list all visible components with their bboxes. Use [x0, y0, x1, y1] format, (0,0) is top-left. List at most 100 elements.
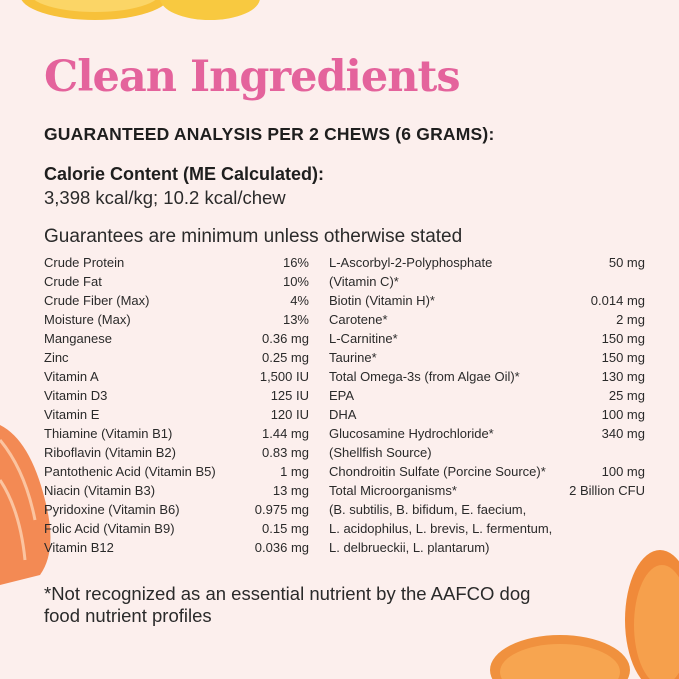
nutrient-value: 1,500 IU [259, 369, 309, 384]
nutrient-value: 0.83 mg [262, 445, 309, 460]
nutrient-name: DHA [329, 407, 357, 422]
nutrient-name: Niacin (Vitamin B3) [44, 483, 156, 498]
nutrient-name: Manganese [44, 331, 112, 346]
nutrient-value: 125 IU [270, 388, 309, 403]
nutrient-value: 100 mg [601, 464, 645, 479]
nutrient-row: Zinc 0.25 mg [44, 348, 309, 367]
lemon-slice-image [21, 0, 260, 20]
nutrient-row: Crude Fat 10% [44, 272, 309, 291]
analysis-heading: GUARANTEED ANALYSIS PER 2 CHEWS (6 GRAMS… [44, 124, 495, 144]
nutrient-name: Folic Acid (Vitamin B9) [44, 521, 175, 536]
nutrient-value: 16% [282, 255, 309, 270]
nutrient-value: 0.15 mg [262, 521, 309, 536]
nutrient-name: Crude Fat [44, 274, 102, 289]
nutrient-value: 150 mg [601, 331, 645, 346]
nutrient-name: Vitamin A [44, 369, 99, 384]
nutrient-value: 2 mg [616, 312, 645, 327]
nutrient-name: Pantothenic Acid (Vitamin B5) [44, 464, 216, 479]
nutrient-value: 25 mg [608, 388, 645, 403]
nutrient-row: Niacin (Vitamin B3) 13 mg [44, 481, 309, 500]
nutrient-name: Crude Fiber (Max) [44, 293, 150, 308]
nutrient-list-left: Crude Protein 16% Crude Fat 10% Crude Fiber … [44, 253, 309, 557]
nutrient-name: Thiamine (Vitamin B1) [44, 426, 173, 441]
nutrient-name: Glucosamine Hydrochloride* [329, 426, 494, 441]
nutrient-row: (Vitamin C)* [329, 272, 645, 291]
nutrient-row: Pyridoxine (Vitamin B6) 0.975 mg [44, 500, 309, 519]
nutrient-value: 150 mg [601, 350, 645, 365]
nutrient-row: Folic Acid (Vitamin B9) 0.15 mg [44, 519, 309, 538]
nutrient-row: Moisture (Max) 13% [44, 310, 309, 329]
nutrient-name: EPA [329, 388, 355, 403]
nutrient-value: 4% [290, 293, 309, 308]
nutrient-name: L-Carnitine* [329, 331, 398, 346]
nutrient-name: L-Ascorbyl-2-Polyphosphate [329, 255, 493, 270]
nutrient-name: Biotin (Vitamin H)* [329, 293, 435, 308]
page-title: Clean Ingredients [44, 52, 461, 102]
nutrient-name: Pyridoxine (Vitamin B6) [44, 502, 180, 517]
nutrient-row: L-Carnitine* 150 mg [329, 329, 645, 348]
nutrient-value: 1 mg [280, 464, 309, 479]
nutrient-row: EPA 25 mg [329, 386, 645, 405]
nutrient-row: DHA 100 mg [329, 405, 645, 424]
nutrient-row: L. acidophilus, L. brevis, L. fermentum, [329, 519, 645, 538]
nutrient-value: 13 mg [272, 483, 309, 498]
nutrient-value: 340 mg [601, 426, 645, 441]
nutrient-row: Carotene* 2 mg [329, 310, 645, 329]
nutrient-row: Vitamin A 1,500 IU [44, 367, 309, 386]
nutrient-name: Zinc [44, 350, 69, 365]
nutrient-name: Vitamin E [44, 407, 100, 422]
nutrient-value: 0.036 mg [254, 540, 309, 555]
nutrient-row: Thiamine (Vitamin B1) 1.44 mg [44, 424, 309, 443]
calorie-value: 3,398 kcal/kg; 10.2 kcal/chew [44, 187, 286, 208]
nutrient-name: Moisture (Max) [44, 312, 131, 327]
nutrient-row: Pantothenic Acid (Vitamin B5) 1 mg [44, 462, 309, 481]
footnote: *Not recognized as an essential nutrient… [44, 583, 531, 626]
nutrient-row: Vitamin D3 125 IU [44, 386, 309, 405]
nutrient-name: Vitamin D3 [44, 388, 108, 403]
nutrient-value: 2 Billion CFU [569, 483, 645, 498]
nutrient-row: Riboflavin (Vitamin B2) 0.83 mg [44, 443, 309, 462]
nutrient-value: 120 IU [270, 407, 309, 422]
nutrient-name: L. acidophilus, L. brevis, L. fermentum, [329, 521, 553, 536]
nutrient-value: 100 mg [601, 407, 645, 422]
nutrient-value: 0.975 mg [254, 502, 309, 517]
nutrient-row: Crude Protein 16% [44, 253, 309, 272]
salmon-image [0, 425, 51, 585]
nutrient-value: 0.014 mg [590, 293, 645, 308]
nutrient-name: L. delbrueckii, L. plantarum) [329, 540, 490, 555]
nutrient-row: Crude Fiber (Max) 4% [44, 291, 309, 310]
nutrient-row: Vitamin B12 0.036 mg [44, 538, 309, 557]
nutrient-name: (Vitamin C)* [329, 274, 399, 289]
nutrient-name: Carotene* [329, 312, 388, 327]
nutrient-row: (B. subtilis, B. bifidum, E. faecium, [329, 500, 645, 519]
calorie-label: Calorie Content (ME Calculated): [44, 164, 325, 184]
nutrient-row: L-Ascorbyl-2-Polyphosphate 50 mg [329, 253, 645, 272]
nutrient-value: 10% [282, 274, 309, 289]
nutrient-name: Crude Protein [44, 255, 125, 270]
nutrient-value: 13% [282, 312, 309, 327]
nutrient-row: Chondroitin Sulfate (Porcine Source)* 100… [329, 462, 645, 481]
nutrient-row: L. delbrueckii, L. plantarum) [329, 538, 645, 557]
nutrient-value: 0.36 mg [262, 331, 309, 346]
nutrient-value: 50 mg [608, 255, 645, 270]
nutrient-name: Total Microorganisms* [329, 483, 457, 498]
nutrient-row: Manganese 0.36 mg [44, 329, 309, 348]
nutrient-value: 130 mg [601, 369, 645, 384]
nutrient-name: (Shellfish Source) [329, 445, 432, 460]
nutrient-name: Total Omega-3s (from Algae Oil)* [329, 369, 520, 384]
nutrient-name: Vitamin B12 [44, 540, 114, 555]
nutrient-row: Vitamin E 120 IU [44, 405, 309, 424]
nutrient-row: (Shellfish Source) [329, 443, 645, 462]
guarantees-note: Guarantees are minimum unless otherwise … [44, 226, 463, 247]
nutrient-value: 0.25 mg [262, 350, 309, 365]
nutrient-row: Biotin (Vitamin H)* 0.014 mg [329, 291, 645, 310]
nutrient-name: Chondroitin Sulfate (Porcine Source)* [329, 464, 546, 479]
nutrient-row: Total Microorganisms* 2 Billion CFU [329, 481, 645, 500]
nutrient-row: Total Omega-3s (from Algae Oil)* 130 mg [329, 367, 645, 386]
nutrient-value: 1.44 mg [262, 426, 309, 441]
sweet-potato-image [490, 550, 679, 679]
nutrient-name: Taurine* [329, 350, 377, 365]
nutrient-list-right: L-Ascorbyl-2-Polyphosphate 50 mg (Vitamin … [329, 253, 645, 557]
